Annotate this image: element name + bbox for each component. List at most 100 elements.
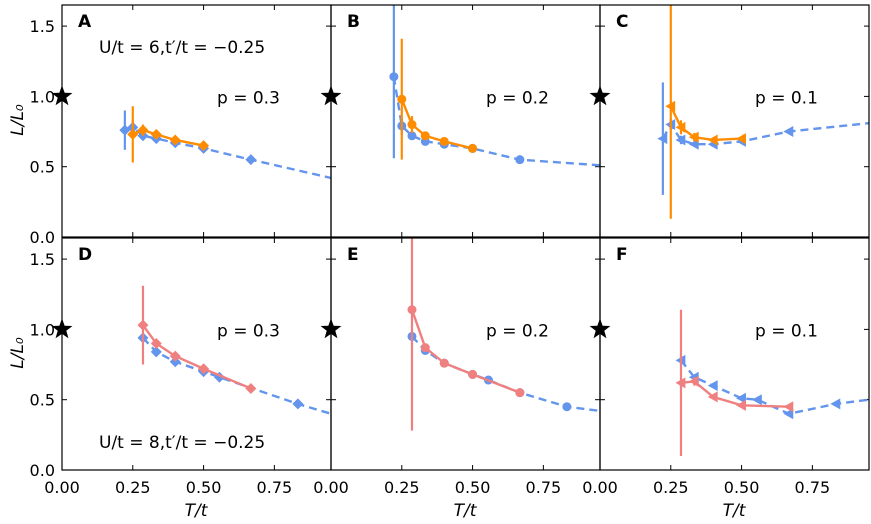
x-tick-label: 0.25 — [653, 478, 689, 497]
series-blue-e — [407, 331, 600, 413]
x-axis-label-2: T/t — [454, 501, 478, 521]
data-point — [736, 392, 746, 404]
data-point — [468, 369, 478, 379]
x-tick-label: 0.50 — [186, 478, 222, 497]
data-point — [783, 408, 794, 420]
data-point — [783, 401, 794, 413]
series-orange-a — [127, 106, 210, 163]
data-point — [198, 363, 210, 375]
doping-label: p = 0.1 — [755, 321, 818, 341]
y-tick-label: 0.5 — [30, 391, 55, 410]
panel-plot-a — [119, 106, 331, 180]
panel-d: 0.0 0.5 1.0 1.5 0.00 0.25 0.50 0.75 Dp = 0.3 U/t … — [30, 237, 332, 497]
data-point — [169, 134, 181, 146]
series-orange-c — [665, 5, 746, 219]
data-point — [657, 133, 668, 145]
data-point — [439, 358, 449, 368]
data-point — [292, 398, 304, 410]
x-tick-label: 0.00 — [44, 478, 80, 497]
doping-label: p = 0.1 — [755, 88, 818, 108]
y-tick-label: 1.0 — [30, 320, 55, 339]
data-point — [407, 305, 417, 315]
panel-f: 0.00 0.25 0.50 0.75 Fp = 0.1 — [582, 237, 870, 497]
data-point — [127, 128, 139, 140]
data-point — [150, 346, 162, 358]
data-point — [397, 94, 407, 104]
data-point — [736, 399, 746, 411]
panel-frame — [599, 237, 870, 471]
x-tick-label: 0.25 — [115, 478, 151, 497]
data-point — [169, 350, 181, 362]
y-axis-label-top: L/L₀ — [8, 104, 28, 136]
series-salmon-f — [675, 309, 794, 456]
x-tick-label: 0.75 — [257, 478, 293, 497]
data-point — [736, 133, 746, 145]
data-point — [169, 356, 181, 368]
data-point — [830, 398, 841, 410]
data-point — [707, 391, 718, 403]
data-point — [515, 155, 525, 165]
data-point — [439, 136, 449, 146]
panel-c: Cp = 0.1 — [589, 4, 870, 238]
y-tick-label: 1.0 — [30, 87, 55, 106]
parameter-label: U/t = 6,t′/t = −0.25 — [99, 38, 265, 58]
panels-layer: 0.0 0.5 1.0 1.5 Ap = 0.3 U/t = 6,t′/t = −0.25… — [30, 4, 870, 497]
data-point — [675, 377, 686, 389]
panel-letter: B — [347, 12, 360, 32]
x-tick-label: 0.00 — [313, 478, 349, 497]
doping-label: p = 0.2 — [486, 321, 549, 341]
doping-label: p = 0.3 — [217, 88, 280, 108]
data-point — [407, 120, 417, 130]
data-point — [675, 121, 686, 133]
panel-frame — [330, 4, 601, 238]
x-tick-label: 0.25 — [384, 478, 420, 497]
data-point — [245, 154, 257, 166]
data-point — [150, 337, 162, 349]
y-tick-label: 1.5 — [30, 17, 55, 36]
panel-b: Bp = 0.2 — [320, 4, 601, 238]
x-axis-label-1: T/t — [185, 501, 209, 521]
series-orange-b — [397, 38, 478, 160]
data-point — [707, 380, 718, 392]
series-salmon-e — [407, 238, 525, 431]
panel-plot-d — [137, 285, 331, 415]
panel-frame — [330, 237, 601, 471]
series-blue-a — [119, 110, 331, 180]
data-point — [783, 126, 794, 138]
data-point — [137, 319, 149, 331]
x-tick-label: 0.75 — [526, 478, 562, 497]
data-point — [420, 343, 430, 353]
x-tick-label: 0.00 — [582, 478, 618, 497]
data-point — [688, 131, 699, 143]
data-point — [688, 375, 699, 387]
y-tick-label: 0.0 — [30, 461, 55, 480]
x-tick-label: 0.50 — [724, 478, 760, 497]
panel-frame — [599, 4, 870, 238]
panel-plot-e — [407, 238, 600, 431]
panel-letter: A — [78, 12, 92, 32]
x-axis-label-3: T/t — [723, 501, 747, 521]
panel-plot-b — [389, 5, 600, 167]
x-tick-label: 0.75 — [795, 478, 831, 497]
series-salmon-d — [137, 285, 257, 394]
y-tick-label: 0.0 — [30, 228, 55, 247]
data-point — [407, 131, 417, 141]
panel-letter: D — [78, 245, 92, 265]
parameter-label: U/t = 8,t′/t = −0.25 — [99, 433, 265, 453]
data-point — [751, 394, 762, 406]
panel-letter: F — [616, 245, 628, 265]
series-line — [124, 125, 331, 180]
series-blue-f — [675, 354, 869, 420]
data-point — [515, 388, 525, 398]
y-axis-label-bottom: L/L₀ — [8, 337, 28, 369]
panel-a: 0.0 0.5 1.0 1.5 Ap = 0.3 U/t = 6,t′/t = −0.25 — [30, 4, 332, 247]
panel-e: 0.00 0.25 0.50 0.75 Ep = 0.2 — [313, 237, 601, 497]
data-point — [707, 134, 718, 146]
data-point — [562, 402, 572, 412]
series-line — [680, 359, 869, 416]
doping-label: p = 0.2 — [486, 88, 549, 108]
data-point — [665, 100, 676, 112]
doping-label: p = 0.3 — [217, 321, 280, 341]
series-line — [411, 335, 600, 413]
